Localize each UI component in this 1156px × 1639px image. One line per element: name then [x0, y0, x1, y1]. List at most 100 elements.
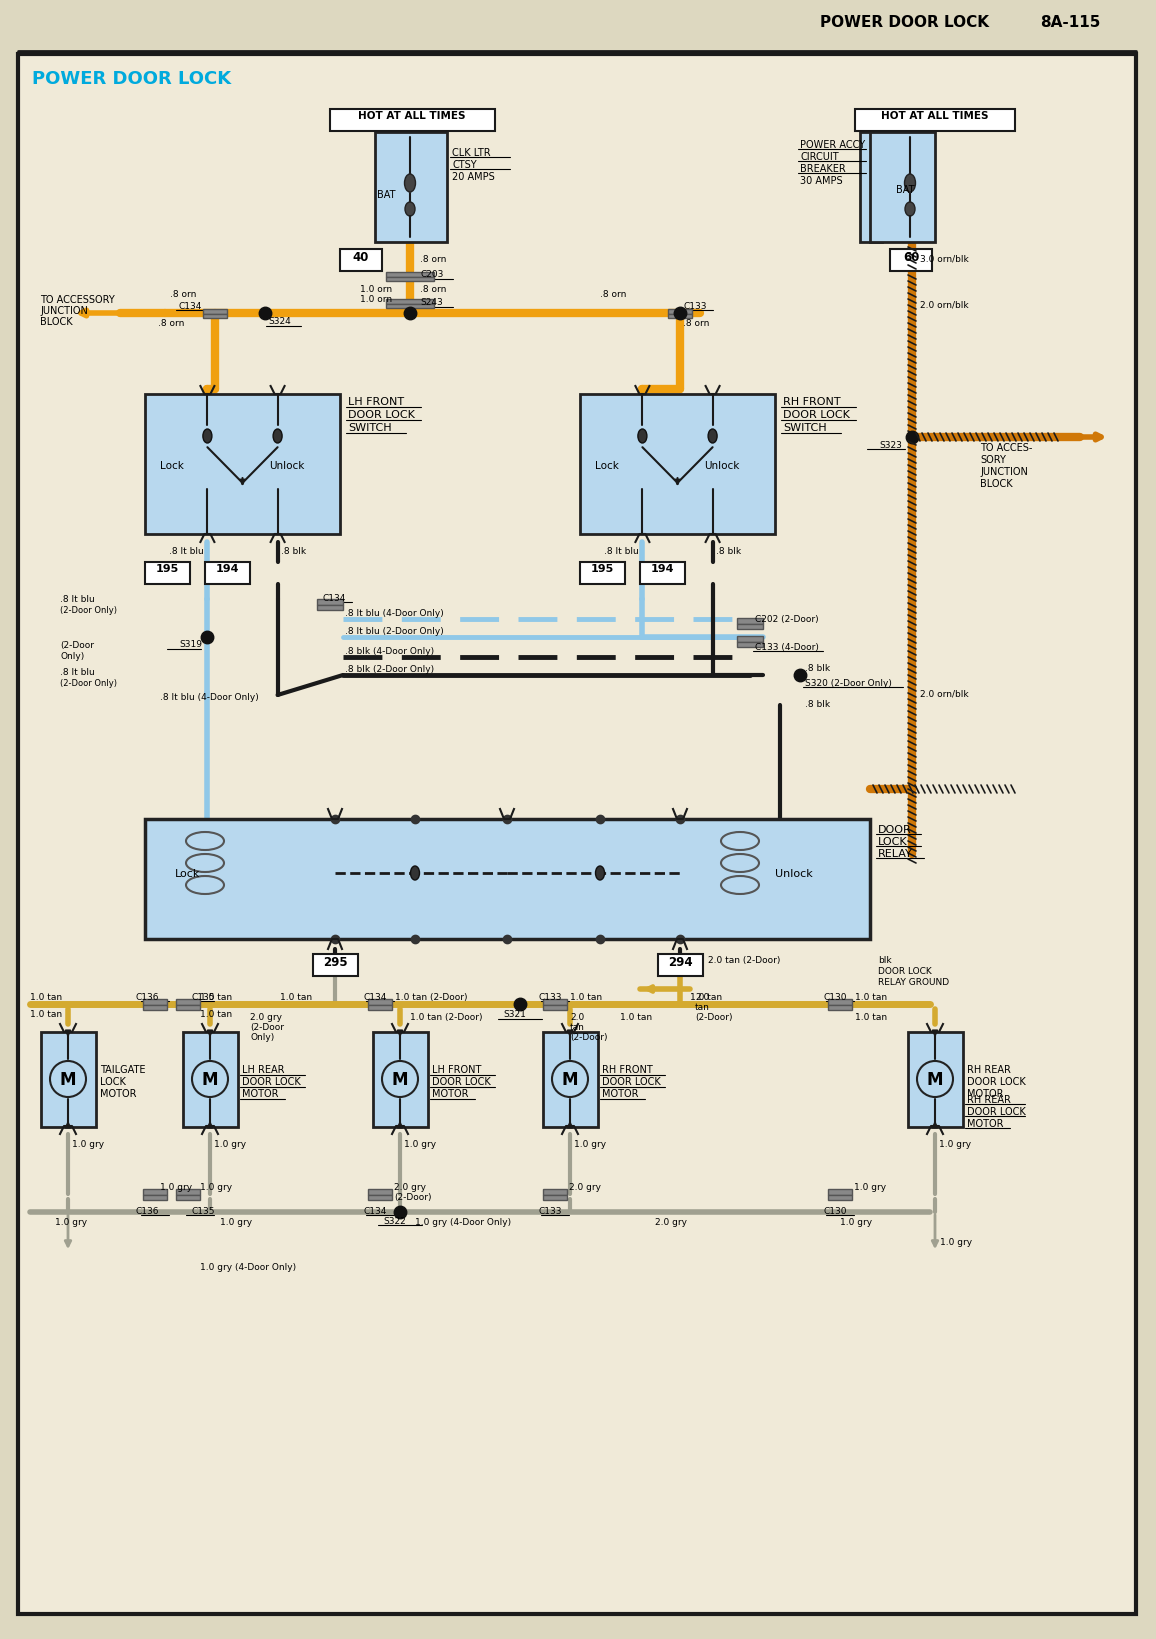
Text: S320 (2-Door Only): S320 (2-Door Only): [805, 679, 892, 688]
Text: Lock: Lock: [160, 461, 184, 470]
Bar: [205, 562, 250, 585]
Text: .8 lt blu: .8 lt blu: [60, 667, 95, 677]
Bar: [870, 133, 935, 243]
Text: C202 (2-Door): C202 (2-Door): [755, 615, 818, 623]
Text: C134: C134: [363, 992, 387, 1001]
Text: (2-Door Only): (2-Door Only): [60, 679, 117, 688]
Text: .8 orn: .8 orn: [420, 285, 446, 293]
Text: BAT: BAT: [896, 185, 914, 195]
Text: M: M: [60, 1070, 76, 1088]
Text: RH FRONT: RH FRONT: [602, 1064, 653, 1074]
Text: POWER DOOR LOCK: POWER DOOR LOCK: [820, 15, 990, 30]
Text: HOT AT ALL TIMES: HOT AT ALL TIMES: [358, 111, 466, 121]
Bar: [543, 1190, 566, 1195]
Bar: [668, 310, 692, 315]
Text: 2.0 orn/blk: 2.0 orn/blk: [920, 690, 969, 698]
Text: .8 lt blu (4-Door Only): .8 lt blu (4-Door Only): [344, 608, 444, 618]
Text: .8 lt blu: .8 lt blu: [60, 595, 95, 603]
Bar: [203, 315, 227, 320]
Ellipse shape: [410, 867, 420, 880]
Text: .8 lt blu (4-Door Only): .8 lt blu (4-Door Only): [160, 693, 259, 701]
Text: S324: S324: [268, 316, 291, 326]
Text: SWITCH: SWITCH: [348, 423, 392, 433]
Text: 1.0 tan: 1.0 tan: [855, 1013, 887, 1021]
Text: .8 blk: .8 blk: [716, 547, 741, 556]
Text: 2.0 tan (2-Door): 2.0 tan (2-Door): [707, 956, 780, 964]
Text: .8 lt blu: .8 lt blu: [605, 547, 639, 556]
Circle shape: [192, 1062, 228, 1098]
Text: 1.0 tan: 1.0 tan: [690, 992, 722, 1001]
Text: 1.0 tan: 1.0 tan: [570, 992, 602, 1001]
Text: 1.0 gry: 1.0 gry: [840, 1218, 872, 1226]
Text: 1.0 gry: 1.0 gry: [55, 1218, 87, 1226]
Circle shape: [50, 1062, 86, 1098]
Text: M: M: [392, 1070, 408, 1088]
Text: 8A-115: 8A-115: [1040, 15, 1101, 30]
Bar: [828, 1195, 852, 1200]
Bar: [317, 600, 343, 606]
Bar: [176, 1000, 200, 1005]
Text: C133: C133: [539, 1206, 562, 1214]
Text: 1.0 tan: 1.0 tan: [30, 1010, 62, 1018]
Text: M: M: [562, 1070, 578, 1088]
Bar: [143, 1005, 166, 1010]
Bar: [176, 1005, 200, 1010]
Text: (2-Door: (2-Door: [60, 641, 94, 649]
Text: LH REAR: LH REAR: [242, 1064, 284, 1074]
Bar: [543, 1033, 598, 1128]
Text: Only): Only): [60, 652, 84, 661]
Text: 1.0 gry: 1.0 gry: [160, 1182, 192, 1192]
Text: tan: tan: [695, 1003, 710, 1011]
Text: 1.0 gry: 1.0 gry: [72, 1139, 104, 1149]
Text: TAILGATE: TAILGATE: [101, 1064, 146, 1074]
Bar: [144, 820, 870, 939]
Text: DOOR LOCK: DOOR LOCK: [783, 410, 850, 420]
Text: 1.0 gry: 1.0 gry: [200, 1182, 232, 1192]
Text: S243: S243: [420, 298, 443, 306]
Ellipse shape: [595, 867, 605, 880]
Text: .8 blk: .8 blk: [281, 547, 305, 556]
Bar: [640, 562, 686, 585]
Text: MOTOR: MOTOR: [432, 1088, 468, 1098]
Text: HOT AT ALL TIMES: HOT AT ALL TIMES: [881, 111, 988, 121]
Text: .8 orn: .8 orn: [683, 320, 710, 328]
Bar: [580, 562, 625, 585]
Text: DOOR LOCK: DOOR LOCK: [602, 1077, 661, 1087]
Text: Only): Only): [250, 1033, 274, 1041]
Ellipse shape: [273, 429, 282, 444]
Text: S319: S319: [179, 639, 202, 649]
Bar: [203, 310, 227, 315]
Text: TO ACCES-: TO ACCES-: [980, 443, 1032, 452]
Text: 2.0 gry: 2.0 gry: [655, 1218, 687, 1226]
Bar: [580, 395, 775, 534]
Text: 1.0 gry: 1.0 gry: [575, 1139, 606, 1149]
Bar: [890, 249, 932, 272]
Text: M: M: [202, 1070, 218, 1088]
Text: 1.0 tan: 1.0 tan: [200, 1010, 232, 1018]
Bar: [907, 1033, 963, 1128]
Text: 194: 194: [651, 564, 674, 574]
Text: 1.0 tan (2-Door): 1.0 tan (2-Door): [395, 992, 467, 1001]
Text: 194: 194: [215, 564, 239, 574]
Text: 294: 294: [668, 956, 692, 969]
Text: C134: C134: [363, 1206, 387, 1214]
Text: LH FRONT: LH FRONT: [348, 397, 405, 406]
Text: .8 orn: .8 orn: [158, 320, 184, 328]
Bar: [317, 606, 343, 611]
Text: C134: C134: [178, 302, 201, 311]
Text: POWER DOOR LOCK: POWER DOOR LOCK: [32, 70, 231, 89]
Ellipse shape: [905, 203, 916, 216]
Text: .8 lt blu: .8 lt blu: [170, 547, 205, 556]
Text: C135: C135: [191, 992, 215, 1001]
Text: .8 blk: .8 blk: [805, 664, 830, 672]
Text: RH REAR: RH REAR: [968, 1095, 1010, 1105]
Bar: [386, 279, 434, 282]
Text: RELAY: RELAY: [879, 849, 913, 859]
Bar: [183, 1033, 238, 1128]
Bar: [329, 110, 495, 131]
Text: BLOCK: BLOCK: [40, 316, 73, 326]
Text: (2-Door Only): (2-Door Only): [60, 606, 117, 615]
Bar: [40, 1033, 96, 1128]
Bar: [658, 954, 703, 977]
Text: 295: 295: [323, 956, 347, 969]
